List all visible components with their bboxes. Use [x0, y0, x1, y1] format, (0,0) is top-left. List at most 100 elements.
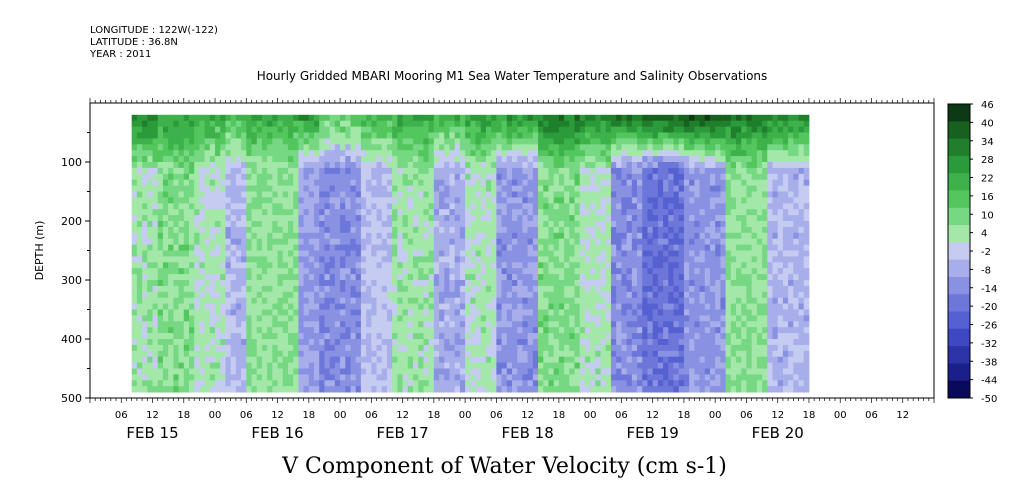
heatmap-cell [673, 185, 680, 192]
heatmap-cell [663, 280, 669, 287]
heatmap-cell [538, 197, 544, 204]
heatmap-cell [209, 356, 216, 363]
heatmap-cell [501, 215, 508, 222]
heatmap-cell [235, 280, 242, 287]
heatmap-cell [277, 386, 284, 393]
heatmap-cell [402, 138, 409, 145]
heatmap-cell [241, 203, 247, 210]
heatmap-cell [642, 162, 648, 169]
heatmap-cell [199, 179, 206, 186]
heatmap-cell [230, 274, 237, 281]
heatmap-cell [673, 309, 680, 316]
heatmap-cell [293, 156, 299, 163]
heatmap-cell [637, 138, 643, 145]
heatmap-cell [480, 374, 487, 381]
heatmap-cell [360, 232, 367, 240]
heatmap-cell [621, 339, 628, 346]
heatmap-cell [230, 185, 237, 192]
heatmap-cell [215, 150, 221, 157]
heatmap-cell [241, 114, 247, 122]
heatmap-cell [314, 333, 320, 340]
heatmap-cell [225, 380, 232, 387]
heatmap-cell [209, 309, 216, 316]
heatmap-cell [371, 250, 377, 257]
heatmap-cell [308, 256, 315, 263]
heatmap-cell [282, 126, 289, 133]
heatmap-cell [512, 315, 518, 322]
heatmap-cell [558, 221, 565, 228]
heatmap-cell [647, 280, 654, 287]
heatmap-cell [235, 156, 242, 163]
heatmap-cell [480, 362, 487, 369]
heatmap-cell [642, 291, 648, 299]
heatmap-cell [512, 291, 518, 299]
heatmap-cell [647, 132, 654, 139]
heatmap-cell [626, 315, 633, 322]
heatmap-cell [402, 221, 409, 228]
heatmap-cell [579, 203, 586, 210]
heatmap-cell [548, 132, 555, 139]
heatmap-cell [444, 173, 450, 181]
heatmap-cell [235, 144, 242, 151]
heatmap-cell [616, 215, 622, 222]
heatmap-cell [564, 162, 570, 169]
heatmap-cell [397, 162, 403, 169]
heatmap-cell [512, 274, 518, 281]
heatmap-cell [355, 309, 362, 316]
heatmap-cell [610, 327, 617, 334]
heatmap-cell [621, 380, 628, 387]
heatmap-cell [459, 339, 466, 346]
heatmap-cell [350, 238, 357, 245]
heatmap-cell [663, 344, 669, 352]
heatmap-cell [246, 138, 252, 145]
heatmap-cell [506, 185, 513, 192]
heatmap-cell [683, 120, 690, 127]
heatmap-cell [366, 215, 372, 222]
heatmap-cell [261, 350, 268, 358]
heatmap-cell [433, 368, 440, 375]
heatmap-cell [512, 126, 518, 133]
heatmap-cell [345, 380, 351, 387]
heatmap-cell [584, 132, 591, 139]
heatmap-cell [522, 309, 529, 316]
heatmap-cell [663, 380, 669, 387]
heatmap-cell [501, 238, 508, 245]
heatmap-cell [350, 368, 357, 375]
heatmap-cell [376, 250, 383, 257]
heatmap-cell [147, 344, 153, 352]
heatmap-cell [402, 244, 409, 251]
heatmap-cell [642, 215, 648, 222]
heatmap-cell [194, 297, 200, 304]
heatmap-cell [501, 291, 508, 299]
heatmap-cell [340, 126, 346, 133]
heatmap-cell [444, 197, 450, 204]
heatmap-cell [225, 315, 232, 322]
heatmap-cell [215, 179, 221, 186]
heatmap-cell [652, 327, 659, 334]
heatmap-cell [605, 285, 612, 293]
heatmap-cell [616, 268, 622, 275]
heatmap-cell [345, 256, 351, 263]
heatmap-cell [402, 274, 409, 281]
heatmap-cell [261, 333, 268, 340]
heatmap-cell [162, 120, 169, 127]
heatmap-cell [595, 232, 601, 240]
heatmap-cell [538, 167, 544, 175]
heatmap-cell [157, 120, 164, 127]
heatmap-cell [647, 303, 654, 310]
heatmap-cell [553, 333, 560, 340]
heatmap-cell [157, 215, 164, 222]
heatmap-cell [548, 303, 555, 310]
heatmap-cell [553, 321, 560, 328]
heatmap-cell [355, 209, 362, 216]
heatmap-cell [678, 150, 685, 157]
heatmap-cell [439, 285, 445, 293]
heatmap-cell [600, 327, 607, 334]
heatmap-cell [668, 185, 674, 192]
heatmap-cell [480, 356, 487, 363]
heatmap-cell [564, 268, 570, 275]
heatmap-cell [631, 162, 638, 169]
heatmap-cell [267, 167, 273, 175]
heatmap-cell [225, 297, 232, 304]
heatmap-cell [225, 339, 232, 346]
